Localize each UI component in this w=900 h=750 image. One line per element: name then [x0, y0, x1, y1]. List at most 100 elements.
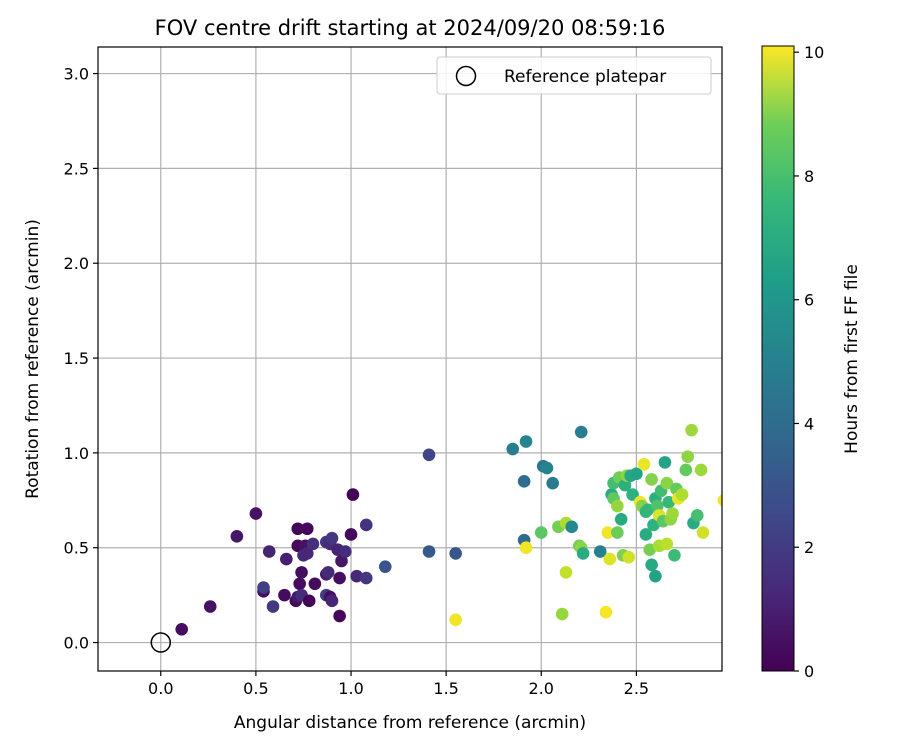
colorbar-tick-label: 4: [804, 414, 814, 433]
data-point: [325, 594, 339, 608]
data-point: [333, 609, 346, 623]
data-point: [630, 467, 643, 481]
y-axis-label: Rotation from reference (arcmin): [23, 219, 43, 499]
legend: Reference platepar: [436, 56, 712, 95]
data-point: [555, 607, 569, 621]
data-point: [325, 531, 339, 545]
data-point: [278, 588, 291, 602]
colorbar-tick-label: 2: [804, 538, 814, 557]
data-point: [614, 512, 628, 526]
data-point: [690, 509, 704, 522]
data-point: [506, 442, 520, 456]
data-point: [622, 550, 636, 564]
y-tick-label: 1.0: [64, 444, 89, 463]
data-point: [262, 545, 276, 558]
x-tick-label: 0.0: [148, 679, 173, 698]
data-point: [559, 566, 573, 579]
data-point: [308, 577, 322, 591]
reference-platepar-marker: [150, 632, 172, 653]
data-point: [291, 522, 305, 536]
data-point: [685, 423, 698, 437]
data-point: [346, 488, 360, 501]
data-point: [517, 475, 531, 488]
data-point: [668, 549, 681, 562]
data-point: [422, 545, 436, 558]
data-point: [611, 526, 624, 539]
colorbar-tick-label: 0: [804, 662, 814, 681]
data-point: [662, 495, 676, 509]
data-point: [649, 569, 662, 583]
data-point: [675, 488, 689, 501]
legend-box: [436, 56, 712, 95]
data-point: [359, 518, 373, 532]
data-points: [175, 423, 722, 636]
y-tick-label: 0.0: [64, 634, 89, 653]
x-tick-label: 2.5: [624, 679, 649, 698]
data-point: [295, 566, 308, 579]
data-point: [333, 571, 346, 585]
data-point: [344, 528, 358, 541]
data-point: [645, 473, 658, 486]
data-point: [658, 456, 672, 469]
data-point: [350, 569, 364, 583]
data-point: [422, 448, 436, 462]
data-point: [359, 571, 373, 585]
data-point: [257, 581, 270, 594]
data-point: [302, 594, 316, 608]
y-tick-label: 2.5: [64, 159, 89, 178]
data-point: [293, 577, 306, 591]
legend-marker-icon: [455, 65, 477, 87]
colorbar-ticks: 0 2 4 6 8 10: [794, 43, 824, 681]
data-point: [266, 600, 280, 613]
data-point: [645, 558, 658, 572]
data-point: [647, 518, 660, 532]
data-point: [637, 457, 651, 471]
data-point: [681, 450, 695, 463]
data-point: [576, 547, 590, 560]
data-point: [534, 526, 548, 539]
data-point: [641, 503, 655, 517]
data-point: [306, 537, 320, 551]
chart-title: FOV centre drift starting at 2024/09/20 …: [155, 16, 666, 40]
colorbar-label: Hours from first FF file: [842, 264, 862, 454]
colorbar: 0 2 4 6 8 10 Hours from first FF file: [761, 43, 862, 681]
colorbar-tick-label: 8: [804, 167, 814, 186]
x-tick-label: 1.5: [433, 679, 458, 698]
y-axis-ticks: 0.0 0.5 1.0 1.5 2.0 2.5 3.0: [64, 65, 98, 653]
y-tick-label: 1.5: [64, 349, 89, 368]
colorbar-tick-label: 6: [804, 291, 814, 310]
data-point: [660, 537, 674, 551]
data-point: [540, 461, 554, 475]
data-point: [599, 605, 613, 619]
data-point: [449, 613, 462, 627]
data-point: [300, 547, 314, 560]
data-point: [335, 554, 348, 568]
x-axis-label: Angular distance from reference (arcmin): [234, 713, 586, 733]
data-point: [611, 499, 624, 513]
data-point: [639, 528, 653, 541]
data-point: [280, 552, 293, 566]
data-point: [565, 520, 579, 534]
data-point: [679, 463, 693, 477]
grid-lines: [98, 47, 722, 671]
colorbar-gradient: [761, 45, 795, 672]
data-point: [666, 507, 679, 520]
data-point: [546, 476, 559, 490]
colorbar-tick-label: 10: [804, 43, 824, 62]
x-tick-label: 2.0: [529, 679, 554, 698]
x-axis-ticks: 0.0 0.5 1.0 1.5 2.0 2.5: [148, 671, 649, 698]
data-point: [696, 526, 710, 539]
data-point: [574, 425, 588, 439]
data-point: [618, 478, 632, 492]
y-tick-label: 0.5: [64, 539, 89, 558]
data-point: [603, 552, 617, 566]
data-point: [643, 543, 657, 556]
data-point: [651, 499, 664, 513]
data-point: [593, 545, 607, 558]
data-point: [175, 622, 189, 636]
data-point: [660, 476, 674, 490]
data-point: [519, 541, 533, 555]
x-tick-label: 0.5: [243, 679, 268, 698]
data-point: [519, 435, 533, 448]
